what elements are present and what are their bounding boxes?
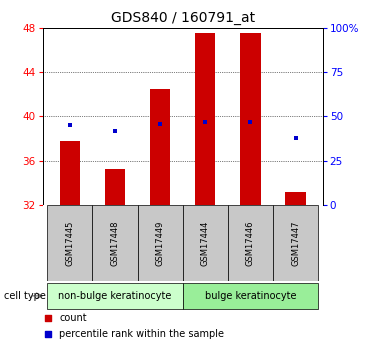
Bar xyxy=(47,283,183,309)
Bar xyxy=(240,33,261,205)
Bar xyxy=(273,205,318,281)
Point xyxy=(247,119,253,125)
Title: GDS840 / 160791_at: GDS840 / 160791_at xyxy=(111,11,255,25)
Text: GSM17447: GSM17447 xyxy=(291,220,300,266)
Text: GSM17448: GSM17448 xyxy=(111,220,119,266)
Bar xyxy=(138,205,183,281)
Text: GSM17445: GSM17445 xyxy=(65,220,74,266)
Text: cell type: cell type xyxy=(4,291,46,301)
Text: percentile rank within the sample: percentile rank within the sample xyxy=(59,329,224,339)
Bar xyxy=(47,205,92,281)
Point xyxy=(67,122,73,128)
Bar xyxy=(92,205,138,281)
Bar xyxy=(286,192,306,205)
Point xyxy=(293,135,299,140)
Point xyxy=(45,331,51,337)
Bar xyxy=(183,283,318,309)
Bar xyxy=(105,169,125,205)
Bar xyxy=(183,205,228,281)
Text: GSM17444: GSM17444 xyxy=(201,220,210,266)
Bar xyxy=(228,205,273,281)
Text: non-bulge keratinocyte: non-bulge keratinocyte xyxy=(58,291,172,301)
Point xyxy=(112,128,118,134)
Text: GSM17446: GSM17446 xyxy=(246,220,255,266)
Bar xyxy=(150,89,170,205)
Point xyxy=(45,315,51,321)
Bar xyxy=(195,33,216,205)
Point xyxy=(202,119,208,125)
Bar xyxy=(60,141,80,205)
Text: bulge keratinocyte: bulge keratinocyte xyxy=(205,291,296,301)
Text: count: count xyxy=(59,313,87,323)
Text: GSM17449: GSM17449 xyxy=(155,220,165,266)
Point xyxy=(157,121,163,126)
